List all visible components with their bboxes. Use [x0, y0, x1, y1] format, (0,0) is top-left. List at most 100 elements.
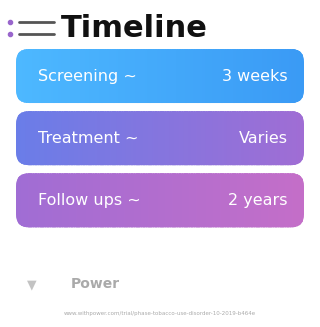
Bar — [28, 173, 31, 227]
Bar — [290, 173, 292, 227]
Bar — [50, 111, 53, 165]
Bar — [261, 49, 264, 103]
Bar — [174, 49, 177, 103]
Bar — [177, 49, 180, 103]
Bar — [141, 49, 144, 103]
Bar — [93, 173, 96, 227]
Bar — [155, 173, 158, 227]
Bar — [88, 111, 91, 165]
Bar — [253, 173, 257, 227]
Bar — [167, 49, 170, 103]
Bar — [259, 111, 261, 165]
Bar — [256, 111, 259, 165]
Bar — [184, 173, 187, 227]
Bar — [19, 173, 21, 227]
Bar — [266, 173, 269, 227]
Bar — [139, 49, 141, 103]
Bar — [129, 49, 132, 103]
Bar — [261, 173, 264, 227]
Bar — [146, 49, 148, 103]
Bar — [45, 111, 48, 165]
Bar — [170, 111, 173, 165]
Bar — [215, 111, 218, 165]
Bar — [227, 111, 230, 165]
Bar — [54, 111, 58, 165]
Bar — [234, 49, 237, 103]
Bar — [182, 111, 185, 165]
Bar — [184, 49, 187, 103]
Bar — [266, 49, 269, 103]
Bar — [177, 173, 180, 227]
Bar — [220, 49, 223, 103]
Bar — [201, 111, 204, 165]
Bar — [112, 49, 115, 103]
Bar — [91, 173, 93, 227]
Bar — [112, 111, 115, 165]
Bar — [218, 49, 221, 103]
Bar — [162, 111, 165, 165]
Bar — [280, 173, 283, 227]
Bar — [61, 49, 65, 103]
Bar — [198, 111, 202, 165]
Bar — [266, 111, 269, 165]
Bar — [268, 111, 271, 165]
Bar — [98, 111, 100, 165]
Bar — [157, 49, 161, 103]
Bar — [287, 111, 290, 165]
Bar — [136, 49, 139, 103]
Bar — [222, 111, 226, 165]
Bar — [148, 173, 151, 227]
Bar — [232, 49, 235, 103]
Bar — [167, 111, 170, 165]
Bar — [150, 111, 154, 165]
Bar — [61, 111, 65, 165]
Bar — [124, 173, 127, 227]
Bar — [107, 49, 110, 103]
Bar — [16, 111, 19, 165]
Bar — [76, 49, 79, 103]
Bar — [294, 173, 298, 227]
Bar — [155, 49, 158, 103]
Bar — [107, 173, 110, 227]
Bar — [67, 173, 69, 227]
Bar — [299, 111, 302, 165]
Bar — [129, 173, 132, 227]
Bar — [275, 49, 278, 103]
Bar — [109, 173, 113, 227]
Bar — [69, 173, 72, 227]
Bar — [203, 173, 206, 227]
Bar — [150, 173, 154, 227]
Bar — [139, 111, 141, 165]
Bar — [28, 111, 31, 165]
Bar — [40, 111, 43, 165]
Bar — [52, 49, 55, 103]
Bar — [129, 111, 132, 165]
Bar — [83, 111, 86, 165]
Bar — [218, 111, 221, 165]
Bar — [30, 49, 33, 103]
Bar — [88, 49, 91, 103]
Bar — [208, 111, 211, 165]
Text: 3 weeks: 3 weeks — [222, 69, 288, 83]
Bar — [64, 111, 67, 165]
Bar — [86, 49, 89, 103]
Bar — [242, 173, 244, 227]
Bar — [275, 173, 278, 227]
Bar — [21, 49, 24, 103]
Bar — [244, 49, 247, 103]
Bar — [64, 173, 67, 227]
Bar — [263, 49, 266, 103]
Bar — [191, 111, 194, 165]
Bar — [33, 49, 36, 103]
Bar — [146, 111, 148, 165]
Bar — [78, 173, 82, 227]
Bar — [220, 173, 223, 227]
FancyBboxPatch shape — [16, 49, 304, 103]
Bar — [196, 49, 199, 103]
Bar — [21, 173, 24, 227]
Bar — [270, 173, 273, 227]
Bar — [177, 111, 180, 165]
Bar — [268, 49, 271, 103]
Bar — [23, 173, 26, 227]
Bar — [198, 49, 202, 103]
